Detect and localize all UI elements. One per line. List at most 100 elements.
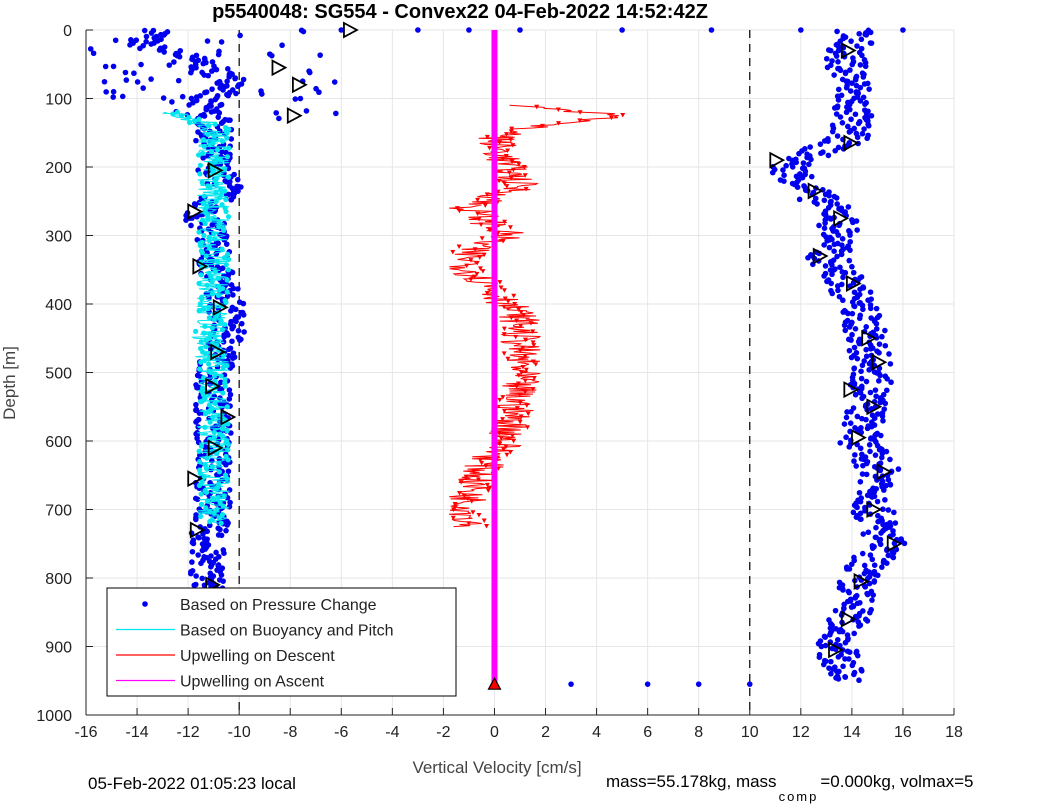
x-tick-label: -8 bbox=[283, 724, 297, 741]
pressure-dot bbox=[119, 93, 126, 100]
pressure-dot bbox=[867, 389, 874, 396]
pressure-dot bbox=[851, 344, 858, 351]
buoyancy-dot bbox=[207, 508, 213, 514]
descent-upwelling-marker bbox=[466, 521, 472, 526]
track-marker bbox=[187, 203, 204, 221]
x-tick-label: 14 bbox=[843, 724, 861, 741]
descent-upwelling-marker bbox=[452, 502, 458, 507]
descent-upwelling-marker bbox=[518, 414, 524, 419]
pressure-dot bbox=[224, 78, 230, 85]
buoyancy-dot bbox=[218, 320, 224, 326]
pressure-dot bbox=[846, 347, 853, 354]
pressure-dot bbox=[137, 45, 143, 52]
descent-upwelling-marker bbox=[515, 381, 521, 386]
pressure-dot bbox=[820, 661, 827, 668]
pressure-dot bbox=[213, 66, 220, 73]
pressure-dot bbox=[783, 162, 789, 169]
buoyancy-dot bbox=[211, 434, 217, 441]
pressure-dot bbox=[209, 222, 216, 228]
buoyancy-dot bbox=[203, 465, 210, 471]
pressure-dot bbox=[197, 93, 204, 99]
buoyancy-dot bbox=[216, 515, 223, 521]
pressure-dot bbox=[872, 387, 879, 393]
buoyancy-dot bbox=[223, 208, 229, 215]
pressure-dot bbox=[235, 286, 241, 292]
pressure-dot bbox=[695, 681, 702, 687]
buoyancy-dot bbox=[224, 154, 231, 160]
pressure-dot bbox=[861, 358, 868, 364]
x-tick-label: 10 bbox=[741, 724, 759, 741]
buoyancy-dot bbox=[225, 446, 231, 453]
descent-upwelling-marker bbox=[512, 302, 518, 307]
pressure-dot bbox=[860, 462, 866, 469]
descent-upwelling-marker bbox=[534, 104, 540, 110]
pressure-dot bbox=[808, 156, 814, 163]
pressure-dot bbox=[847, 247, 853, 253]
pressure-dot bbox=[138, 61, 144, 68]
track-marker bbox=[866, 398, 883, 416]
pressure-dot bbox=[865, 297, 871, 304]
descent-upwelling-marker bbox=[497, 397, 503, 403]
pressure-dot bbox=[837, 114, 844, 120]
buoyancy-dot bbox=[198, 501, 205, 507]
pressure-dot bbox=[200, 531, 206, 537]
buoyancy-dot bbox=[170, 111, 176, 117]
x-tick-label: 4 bbox=[592, 724, 601, 741]
pressure-dot bbox=[279, 42, 285, 49]
descent-upwelling-marker bbox=[523, 367, 529, 373]
pressure-dot bbox=[216, 455, 223, 462]
buoyancy-dot bbox=[202, 424, 208, 430]
descent-upwelling-marker bbox=[521, 165, 527, 170]
pressure-dot bbox=[854, 355, 861, 362]
pressure-dot bbox=[834, 201, 840, 207]
pressure-dot bbox=[866, 86, 872, 92]
pressure-dot bbox=[227, 391, 234, 398]
y-tick-label: 700 bbox=[45, 503, 72, 520]
pressure-dot bbox=[225, 92, 232, 99]
pressure-dot bbox=[847, 88, 854, 94]
pressure-dot bbox=[232, 306, 239, 313]
x-tick-label: 2 bbox=[541, 724, 550, 741]
descent-upwelling-marker bbox=[481, 252, 487, 258]
descent-upwelling-marker bbox=[507, 225, 513, 230]
x-tick-label: 16 bbox=[894, 724, 912, 741]
buoyancy-dot bbox=[208, 369, 214, 376]
pressure-dot bbox=[202, 59, 209, 66]
pressure-dot bbox=[864, 425, 871, 432]
pressure-dot bbox=[847, 238, 854, 245]
track-marker bbox=[271, 59, 288, 77]
pressure-dot bbox=[849, 80, 855, 86]
descent-upwelling-marker bbox=[520, 345, 526, 351]
pressure-dot bbox=[900, 27, 906, 33]
pressure-dot bbox=[273, 110, 280, 116]
pressure-dot bbox=[855, 120, 862, 127]
buoyancy-dot bbox=[214, 506, 220, 513]
track-marker bbox=[286, 107, 303, 125]
buoyancy-dot bbox=[209, 291, 216, 297]
pressure-dot bbox=[161, 49, 167, 55]
buoyancy-dot bbox=[196, 280, 202, 287]
pressure-dot bbox=[846, 129, 853, 135]
descent-upwelling-marker bbox=[516, 373, 522, 378]
pressure-dot bbox=[876, 341, 883, 347]
pressure-dot bbox=[840, 663, 846, 670]
track-marker bbox=[840, 42, 857, 60]
track-marker bbox=[851, 429, 867, 447]
y-tick-label: 300 bbox=[45, 229, 72, 246]
pressure-dot bbox=[859, 395, 865, 402]
pressure-dot bbox=[824, 278, 830, 285]
pressure-dot bbox=[208, 109, 215, 115]
pressure-dot bbox=[228, 196, 234, 203]
pressure-dot bbox=[834, 133, 841, 139]
pressure-dot bbox=[845, 123, 851, 130]
pressure-dot bbox=[857, 286, 863, 293]
pressure-dot bbox=[808, 173, 815, 180]
descent-upwelling-marker bbox=[454, 206, 460, 211]
pressure-dot bbox=[276, 115, 282, 122]
pressure-dot bbox=[873, 305, 880, 312]
buoyancy-dot bbox=[211, 316, 217, 323]
pressure-dot bbox=[190, 540, 197, 547]
pressure-dot bbox=[858, 368, 864, 375]
track-marker bbox=[205, 377, 221, 395]
descent-upwelling-marker bbox=[517, 419, 523, 425]
